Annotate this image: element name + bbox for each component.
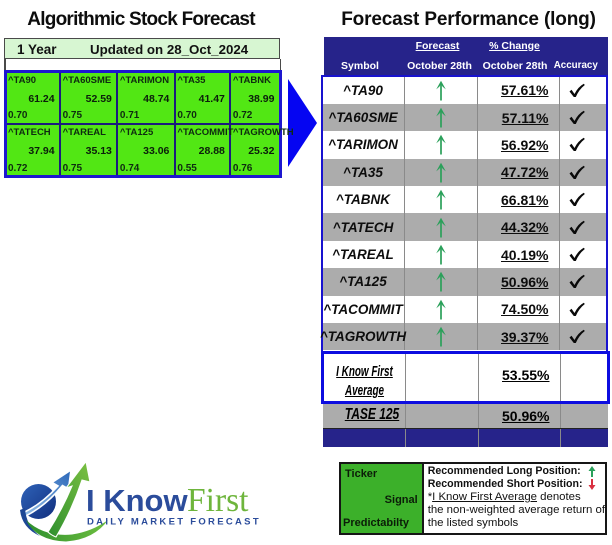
svg-text:First: First: [187, 482, 249, 519]
svg-text:I Know: I Know: [86, 483, 188, 518]
svg-text:DAILY MARKET FORECAST: DAILY MARKET FORECAST: [87, 517, 261, 528]
